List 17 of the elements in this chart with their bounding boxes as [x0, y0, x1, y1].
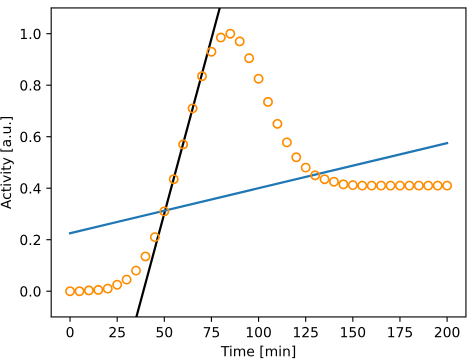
y-tick-label: 0.2 [20, 234, 40, 246]
x-tick-label: 200 [434, 326, 460, 338]
x-tick-label: 0 [66, 326, 74, 338]
y-tick-label: 0.6 [20, 132, 41, 142]
x-tick-label: 50 [156, 326, 172, 338]
x-tick-label: 175 [388, 327, 412, 338]
x-tick-label: 150 [341, 326, 366, 338]
y-tick-label: 0.0 [20, 286, 41, 297]
x-tick-label: 100 [246, 326, 271, 338]
x-tick-label: 125 [294, 326, 318, 338]
y-tick-label: 0.4 [20, 183, 41, 194]
y-axis-title: Activity [a.u.] [0, 116, 14, 210]
y-tick-label: 1.0 [20, 28, 41, 40]
x-tick-label: 25 [109, 326, 125, 338]
y-tick-label: 0.8 [20, 80, 41, 91]
x-tick-label: 75 [204, 327, 220, 338]
x-axis-title: Time [min] [220, 346, 296, 358]
